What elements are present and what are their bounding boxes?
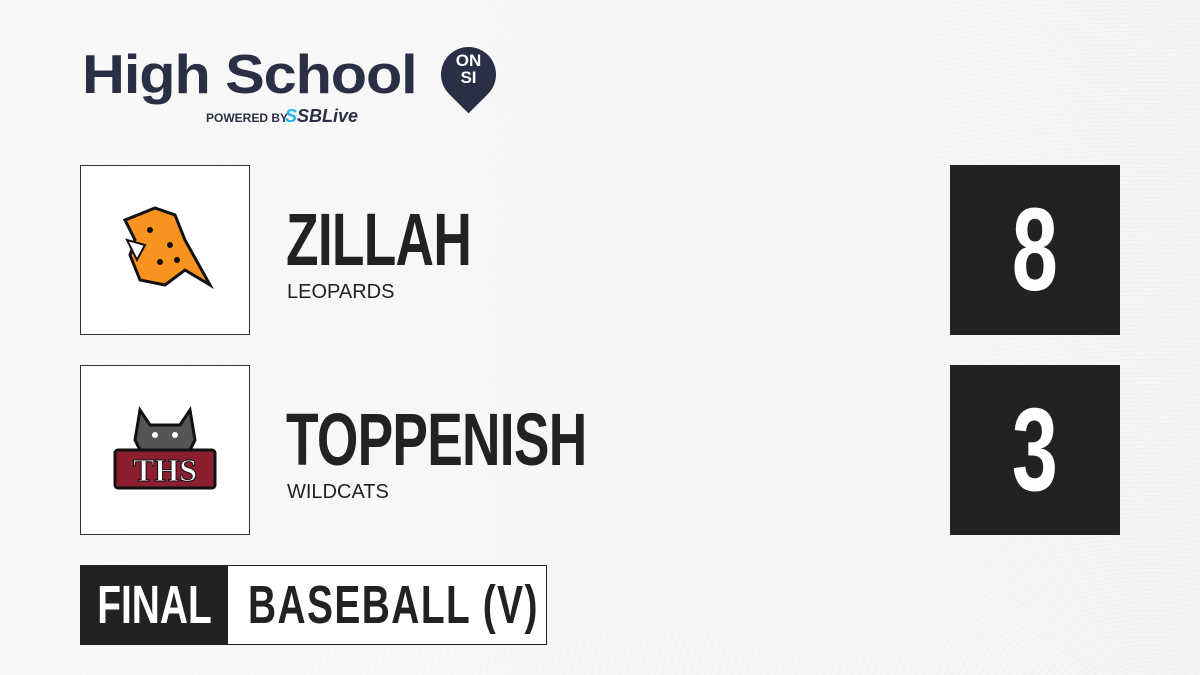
team-mascot: LEOPARDS (287, 281, 395, 303)
sblive-logo: SSBLive (285, 106, 359, 126)
on-si-badge: ON SI (455, 51, 482, 87)
team-name: TOPPENISH (286, 398, 587, 481)
team-name: ZILLAH (286, 198, 472, 281)
team-logo-zillah (80, 165, 250, 335)
wildcat-icon: THS (113, 406, 217, 490)
brand-title: High School (82, 43, 418, 105)
team-mascot: WILDCATS (287, 481, 389, 503)
final-label: FINAL (81, 566, 228, 644)
powered-by-label: POWERED BY (206, 111, 289, 125)
game-status-bar: FINAL BASEBALL (V) (80, 565, 547, 645)
team-score: 8 (950, 165, 1120, 335)
team-score: 3 (950, 365, 1120, 535)
leopard-icon (122, 206, 215, 290)
team-logo-toppenish: THS (80, 365, 250, 535)
sport-label: BASEBALL (V) (248, 575, 539, 635)
svg-text:THS: THS (133, 452, 197, 488)
